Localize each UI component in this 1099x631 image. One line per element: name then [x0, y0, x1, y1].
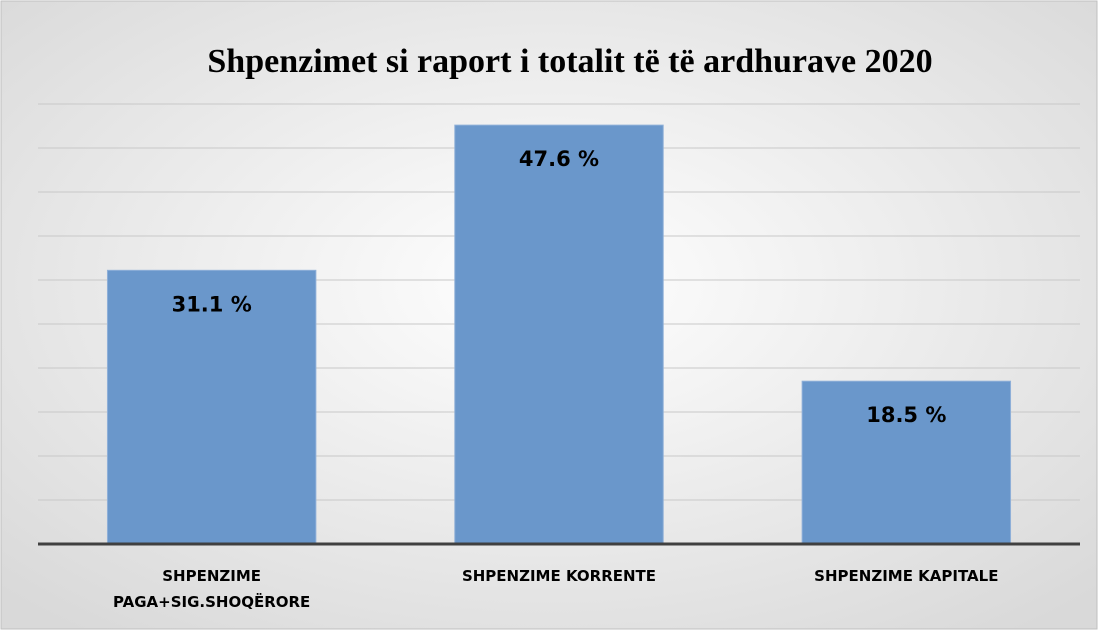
data-label: 31.1 %: [172, 292, 252, 316]
bar: [801, 380, 1012, 545]
data-label: 47.6 %: [519, 147, 599, 171]
x-tick-label: SHPENZIME KAPITALE: [814, 567, 999, 585]
bar: [454, 124, 664, 545]
chart-title: Shpenzimet si raport i totalit të të ard…: [207, 43, 932, 80]
data-label: 18.5 %: [866, 403, 946, 427]
x-tick-label: SHPENZIME KORRENTE: [461, 567, 657, 585]
x-tick-label: SHPENZIME PAGA+SIG.SHOQËRORE: [112, 567, 311, 611]
bar: [106, 269, 317, 545]
